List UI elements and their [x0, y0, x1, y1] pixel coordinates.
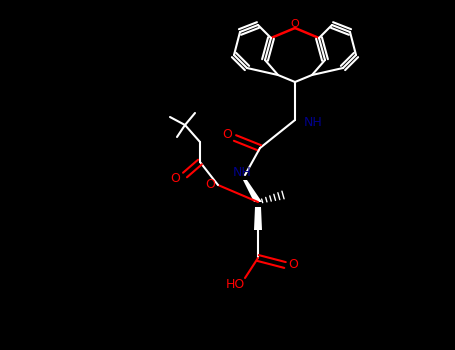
Text: NH: NH [233, 166, 251, 178]
Polygon shape [243, 180, 262, 202]
Text: NH: NH [303, 116, 323, 128]
Text: O: O [170, 172, 180, 184]
Polygon shape [254, 207, 262, 230]
Text: O: O [222, 128, 232, 141]
Text: O: O [288, 259, 298, 272]
Text: O: O [291, 19, 299, 29]
Text: HO: HO [225, 278, 245, 290]
Text: O: O [205, 178, 215, 191]
